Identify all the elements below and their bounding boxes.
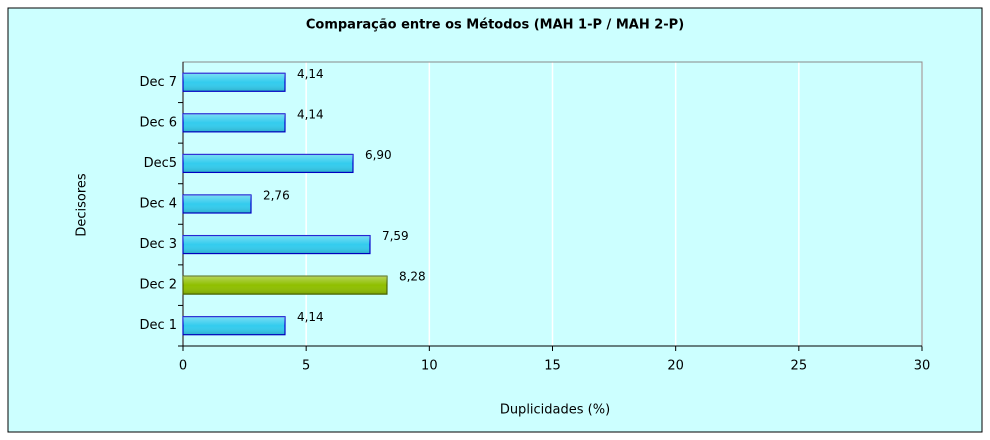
- bar-shade: [183, 235, 370, 254]
- y-tick-label: Dec 2: [139, 278, 177, 293]
- x-tick-label: 10: [421, 359, 438, 374]
- value-label: 2,76: [263, 189, 290, 203]
- x-tick-label: 25: [791, 359, 808, 374]
- y-tick-label: Dec 1: [139, 318, 177, 333]
- bar-shade: [183, 113, 285, 132]
- x-tick-label: 30: [914, 359, 931, 374]
- x-tick-label: 5: [302, 359, 310, 374]
- value-label: 4,14: [297, 310, 324, 324]
- value-label: 6,90: [365, 148, 392, 162]
- y-axis-label: Decisores: [75, 173, 90, 237]
- y-tick-label: Dec 4: [139, 197, 177, 212]
- chart-title: Comparação entre os Métodos (MAH 1-P / M…: [306, 18, 684, 33]
- value-label: 4,14: [297, 67, 324, 81]
- y-tick-label: Dec 3: [139, 237, 177, 252]
- value-label: 4,14: [297, 107, 324, 121]
- bar-shade: [183, 195, 251, 213]
- x-tick-label: 20: [667, 359, 684, 374]
- y-tick-label: Dec 7: [139, 75, 177, 90]
- value-label: 8,28: [399, 270, 426, 284]
- bar-shade: [183, 154, 353, 173]
- value-label: 7,59: [382, 229, 409, 243]
- bar-shade: [183, 73, 285, 92]
- x-tick-label: 0: [179, 359, 187, 374]
- y-tick-label: Dec5: [144, 156, 177, 171]
- x-axis-label: Duplicidades (%): [500, 403, 610, 418]
- x-tick-label: 15: [544, 359, 561, 374]
- y-tick-label: Dec 6: [139, 115, 177, 130]
- bar-shade: [183, 316, 285, 335]
- bar-shade: [183, 276, 387, 295]
